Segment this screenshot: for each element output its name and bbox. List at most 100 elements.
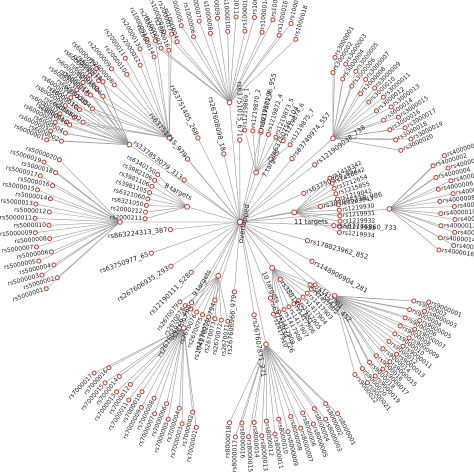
cluster-leaf-node[interactable]	[64, 119, 70, 125]
cluster-leaf-node[interactable]	[438, 223, 444, 229]
cluster-leaf-node[interactable]	[242, 28, 248, 34]
target-leaf-node[interactable]	[250, 128, 256, 134]
cluster-leaf-node[interactable]	[96, 78, 102, 84]
cluster-leaf-node[interactable]	[332, 55, 338, 60]
direct-leaf-node[interactable]	[268, 156, 274, 162]
target-leaf-node[interactable]	[329, 180, 335, 186]
direct-leaf-node[interactable]	[301, 190, 307, 196]
cluster-leaf-node[interactable]	[343, 61, 349, 67]
target-leaf-node[interactable]	[336, 207, 342, 213]
direct-leaf-node[interactable]	[148, 250, 154, 256]
cluster-leaf-node[interactable]	[448, 178, 454, 184]
cluster-leaf-node[interactable]	[437, 199, 443, 204]
cluster-leaf-node[interactable]	[158, 45, 164, 51]
target-hub-node[interactable]	[253, 169, 260, 176]
cluster-leaf-node[interactable]	[264, 418, 269, 424]
cluster-leaf-node[interactable]	[392, 331, 398, 337]
target-leaf-node[interactable]	[200, 312, 205, 318]
target-leaf-node[interactable]	[304, 290, 310, 296]
cluster-leaf-node[interactable]	[451, 243, 457, 248]
cluster-leaf-node[interactable]	[47, 236, 53, 242]
cluster-leaf-node[interactable]	[340, 76, 346, 82]
target-leaf-node[interactable]	[333, 191, 339, 197]
target-leaf-node[interactable]	[331, 186, 337, 191]
cluster-leaf-node[interactable]	[138, 404, 144, 410]
target-leaf-node[interactable]	[182, 303, 188, 309]
cluster-leaf-node[interactable]	[114, 389, 120, 395]
cluster-leaf-node[interactable]	[71, 114, 77, 120]
target-leaf-node[interactable]	[149, 183, 155, 189]
cluster-leaf-node[interactable]	[276, 32, 282, 38]
direct-leaf-node[interactable]	[221, 151, 227, 157]
target-leaf-node[interactable]	[206, 314, 212, 320]
direct-leaf-node[interactable]	[189, 300, 195, 306]
cluster-leaf-node[interactable]	[406, 335, 412, 341]
direct-leaf-node[interactable]	[309, 258, 315, 264]
cluster-leaf-node[interactable]	[366, 99, 372, 105]
cluster-leaf-node[interactable]	[373, 353, 379, 359]
target-leaf-node[interactable]	[218, 317, 224, 323]
target-leaf-node[interactable]	[276, 309, 282, 315]
cluster-leaf-node[interactable]	[387, 127, 393, 133]
cluster-leaf-node[interactable]	[436, 247, 442, 253]
cluster-hub[interactable]	[117, 219, 123, 225]
direct-leaf-node[interactable]	[181, 177, 187, 183]
cluster-leaf-node[interactable]	[323, 416, 329, 422]
cluster-leaf-node[interactable]	[111, 82, 117, 88]
cluster-leaf-node[interactable]	[310, 421, 316, 427]
cluster-leaf-node[interactable]	[451, 204, 457, 209]
target-leaf-node[interactable]	[152, 177, 158, 183]
cluster-leaf-node[interactable]	[381, 117, 386, 123]
cluster-leaf-node[interactable]	[179, 421, 185, 427]
cluster-leaf-node[interactable]	[36, 258, 42, 264]
cluster-leaf-node[interactable]	[426, 299, 432, 305]
cluster-leaf-node[interactable]	[34, 244, 39, 250]
cluster-leaf-node[interactable]	[386, 339, 392, 344]
cluster-leaf-node[interactable]	[300, 410, 306, 416]
cluster-leaf-node[interactable]	[164, 401, 170, 407]
cluster-leaf-node[interactable]	[380, 366, 386, 372]
cluster-leaf-node[interactable]	[152, 411, 158, 417]
cluster-leaf-node[interactable]	[372, 85, 378, 91]
cluster-leaf-node[interactable]	[178, 23, 184, 29]
cluster-leaf-node[interactable]	[161, 29, 167, 35]
cluster-leaf-node[interactable]	[53, 170, 58, 176]
cluster-leaf-node[interactable]	[394, 351, 400, 357]
cluster-leaf-node[interactable]	[137, 46, 143, 52]
direct-leaf-node[interactable]	[184, 156, 191, 162]
cluster-leaf-node[interactable]	[298, 425, 304, 431]
target-leaf-node[interactable]	[291, 301, 297, 307]
cluster-leaf-node[interactable]	[76, 107, 82, 113]
cluster-leaf-node[interactable]	[166, 47, 172, 53]
target-leaf-node[interactable]	[336, 202, 341, 208]
target-leaf-node[interactable]	[308, 286, 314, 292]
cluster-leaf-node[interactable]	[353, 68, 359, 74]
cluster-leaf-node[interactable]	[293, 36, 299, 42]
cluster-leaf-node[interactable]	[397, 323, 403, 329]
target-leaf-node[interactable]	[271, 311, 276, 317]
cluster-leaf-node[interactable]	[193, 424, 199, 430]
cluster-leaf-node[interactable]	[73, 104, 79, 110]
cluster-hub[interactable]	[126, 141, 133, 148]
target-hub-node[interactable]	[184, 203, 191, 210]
cluster-hub[interactable]	[180, 325, 187, 331]
target-leaf-node[interactable]	[296, 298, 301, 304]
cluster-leaf-node[interactable]	[191, 34, 197, 40]
cluster-hub[interactable]	[263, 341, 269, 348]
cluster-leaf-node[interactable]	[393, 137, 399, 143]
cluster-leaf-node[interactable]	[450, 191, 456, 197]
cluster-leaf-node[interactable]	[51, 262, 57, 268]
direct-leaf-node[interactable]	[317, 203, 324, 209]
target-leaf-node[interactable]	[188, 306, 194, 312]
cluster-leaf-node[interactable]	[139, 389, 145, 395]
cluster-leaf-node[interactable]	[190, 409, 196, 415]
cluster-leaf-node[interactable]	[44, 137, 50, 143]
cluster-leaf-node[interactable]	[80, 79, 86, 85]
target-leaf-node[interactable]	[273, 134, 279, 140]
cluster-leaf-node[interactable]	[359, 366, 365, 372]
cluster-leaf-node[interactable]	[153, 38, 158, 44]
cluster-leaf-node[interactable]	[398, 147, 404, 153]
cluster-leaf-node[interactable]	[227, 420, 232, 426]
target-leaf-node[interactable]	[177, 299, 183, 305]
cluster-leaf-node[interactable]	[388, 104, 394, 110]
